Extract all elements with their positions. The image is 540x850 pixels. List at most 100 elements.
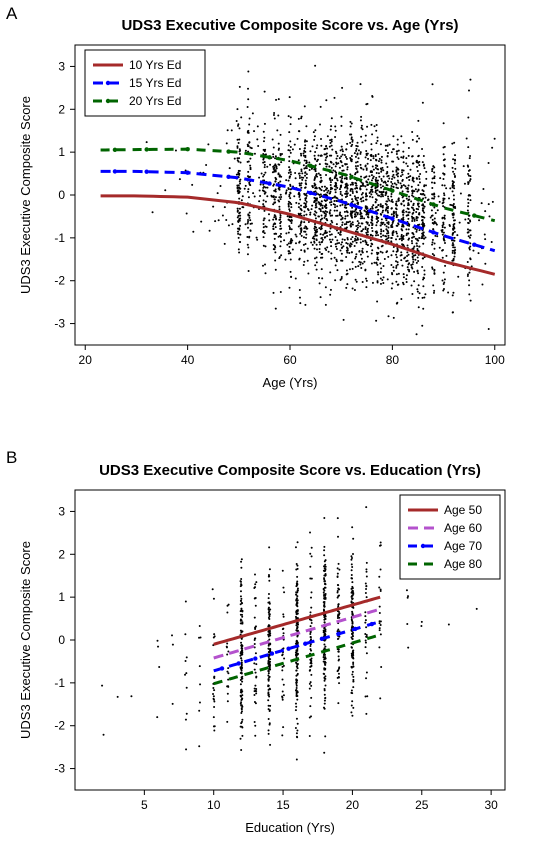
data-point bbox=[323, 580, 325, 582]
data-point bbox=[301, 172, 303, 174]
data-point bbox=[319, 251, 321, 253]
data-point bbox=[395, 187, 397, 189]
data-point bbox=[296, 730, 298, 732]
data-point bbox=[395, 281, 397, 283]
data-point bbox=[218, 219, 220, 221]
data-point bbox=[241, 619, 243, 621]
data-point bbox=[406, 234, 408, 236]
data-point bbox=[427, 199, 429, 201]
data-point bbox=[422, 233, 424, 235]
data-point bbox=[380, 620, 382, 622]
data-point bbox=[263, 219, 265, 221]
data-point bbox=[442, 226, 444, 228]
data-point bbox=[372, 177, 374, 179]
data-point bbox=[298, 242, 300, 244]
data-point bbox=[422, 297, 424, 299]
data-point bbox=[247, 219, 249, 221]
data-point bbox=[389, 144, 391, 146]
data-point bbox=[411, 232, 413, 234]
data-point bbox=[351, 563, 353, 565]
data-point bbox=[315, 217, 317, 219]
data-point bbox=[305, 160, 307, 162]
data-point bbox=[396, 248, 398, 250]
data-point bbox=[418, 237, 420, 239]
data-point bbox=[279, 208, 281, 210]
data-point bbox=[329, 294, 331, 296]
data-point bbox=[247, 191, 249, 193]
data-point bbox=[275, 308, 277, 310]
data-point bbox=[297, 589, 299, 591]
data-point bbox=[379, 627, 381, 629]
data-point bbox=[452, 171, 454, 173]
data-point bbox=[335, 236, 337, 238]
data-point bbox=[451, 204, 453, 206]
data-point bbox=[371, 219, 373, 221]
data-point bbox=[364, 140, 366, 142]
data-point bbox=[369, 196, 371, 198]
fit-line-dot bbox=[185, 147, 189, 151]
data-point bbox=[372, 191, 374, 193]
data-point bbox=[335, 130, 337, 132]
data-point bbox=[380, 283, 382, 285]
data-point bbox=[324, 685, 326, 687]
data-point bbox=[239, 182, 241, 184]
data-point bbox=[365, 585, 367, 587]
data-point bbox=[309, 659, 311, 661]
data-point bbox=[335, 162, 337, 164]
data-point bbox=[299, 172, 301, 174]
data-point bbox=[319, 244, 321, 246]
data-point bbox=[296, 640, 298, 642]
data-point bbox=[263, 131, 265, 133]
data-point bbox=[237, 228, 239, 230]
data-point bbox=[433, 198, 435, 200]
data-point bbox=[310, 681, 312, 683]
data-point bbox=[330, 181, 332, 183]
data-point bbox=[240, 657, 242, 659]
data-point bbox=[240, 622, 242, 624]
data-point bbox=[378, 160, 380, 162]
data-point bbox=[238, 127, 240, 129]
data-point bbox=[373, 157, 375, 159]
data-point bbox=[326, 246, 328, 248]
y-tick-label: -1 bbox=[54, 676, 65, 690]
data-point bbox=[354, 258, 356, 260]
data-point bbox=[296, 736, 298, 738]
data-point bbox=[443, 272, 445, 274]
data-point bbox=[295, 709, 297, 711]
data-point bbox=[264, 166, 266, 168]
fit-line-dot bbox=[270, 651, 274, 655]
y-tick-label: -3 bbox=[54, 762, 65, 776]
data-point bbox=[241, 645, 243, 647]
data-point bbox=[371, 189, 373, 191]
data-point bbox=[290, 116, 292, 118]
data-point bbox=[254, 617, 256, 619]
legend-label: Age 80 bbox=[444, 557, 482, 571]
data-point bbox=[370, 234, 372, 236]
data-point bbox=[346, 188, 348, 190]
data-point bbox=[323, 153, 325, 155]
data-point bbox=[227, 700, 229, 702]
data-point bbox=[312, 186, 314, 188]
data-point bbox=[364, 611, 366, 613]
data-point bbox=[330, 184, 332, 186]
data-point bbox=[416, 333, 418, 335]
data-point bbox=[408, 262, 410, 264]
data-point bbox=[488, 203, 490, 205]
data-point bbox=[396, 256, 398, 258]
data-point bbox=[398, 223, 400, 225]
data-point bbox=[268, 597, 270, 599]
data-point bbox=[376, 206, 378, 208]
data-point bbox=[350, 126, 352, 128]
data-point bbox=[422, 243, 424, 245]
data-point bbox=[386, 200, 388, 202]
data-point bbox=[424, 273, 426, 275]
data-point bbox=[254, 735, 256, 737]
data-point bbox=[454, 247, 456, 249]
data-point bbox=[417, 272, 419, 274]
data-point bbox=[185, 672, 187, 674]
data-point bbox=[402, 236, 404, 238]
data-point bbox=[346, 247, 348, 249]
data-point bbox=[412, 162, 414, 164]
data-point bbox=[412, 204, 414, 206]
data-point bbox=[337, 638, 339, 640]
